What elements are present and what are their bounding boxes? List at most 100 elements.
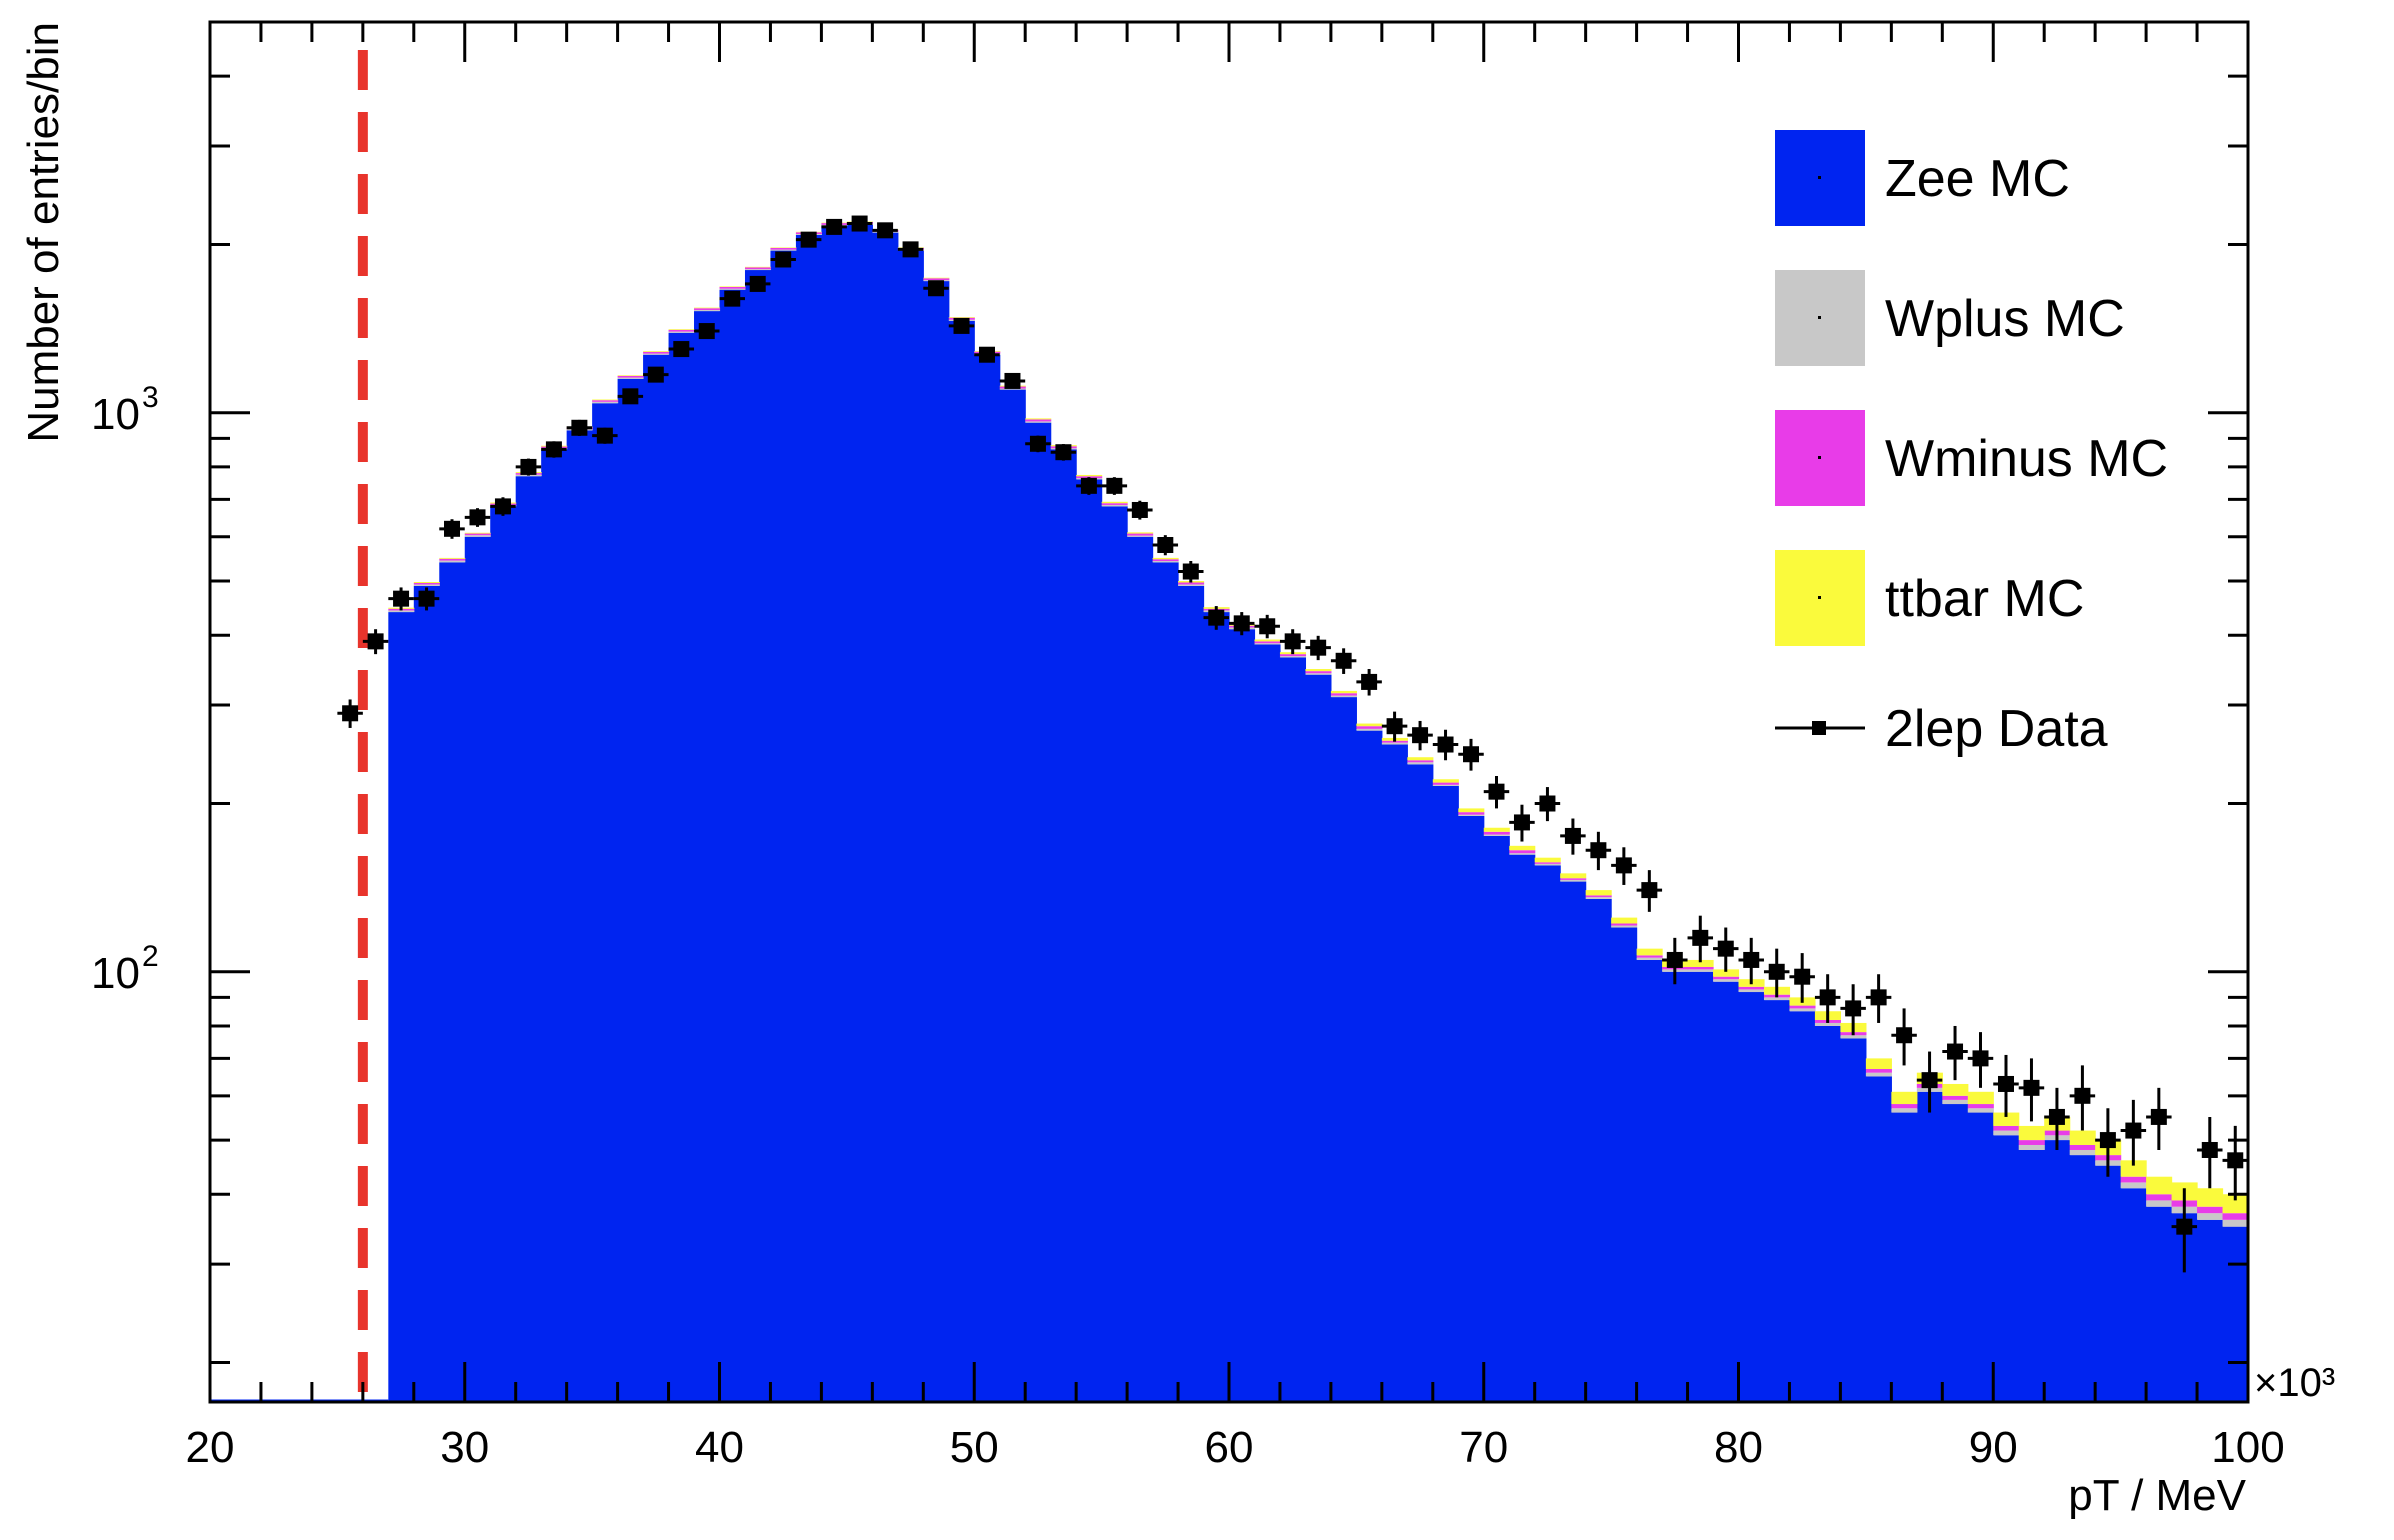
histogram-bar bbox=[846, 224, 873, 1402]
legend-entry: Zee MC bbox=[1775, 130, 2070, 226]
histogram-bar bbox=[1967, 1112, 1994, 1402]
data-point bbox=[1432, 729, 1459, 761]
histogram-bar bbox=[2018, 1125, 2045, 1141]
data-point bbox=[795, 231, 822, 248]
histogram-bar bbox=[1050, 449, 1077, 1402]
y-tick-label-exponent: 2 bbox=[142, 940, 159, 973]
data-point bbox=[617, 388, 644, 405]
histogram-bar bbox=[1330, 697, 1357, 1402]
histogram-bar bbox=[1534, 862, 1561, 864]
histogram-bar bbox=[1254, 643, 1281, 645]
histogram-bar bbox=[948, 320, 975, 1402]
histogram-bar bbox=[464, 532, 491, 534]
data-point bbox=[872, 222, 898, 239]
histogram-bar bbox=[1662, 971, 1689, 1402]
histogram-bar bbox=[464, 533, 491, 536]
histogram-bar bbox=[1738, 986, 1765, 990]
histogram-bar bbox=[1356, 726, 1383, 729]
legend-label: Wplus MC bbox=[1885, 290, 2125, 348]
histogram-bar bbox=[1127, 532, 1154, 534]
histogram-bar bbox=[1636, 957, 1663, 960]
data-point bbox=[1483, 775, 1510, 809]
histogram-bar bbox=[643, 353, 670, 355]
data-point bbox=[515, 458, 542, 476]
data-point bbox=[1865, 974, 1892, 1023]
histogram-bar bbox=[1687, 966, 1714, 970]
histogram-bar bbox=[541, 449, 568, 1402]
histogram-bar bbox=[795, 234, 822, 1403]
y-axis-title: Number of entries/bin bbox=[19, 22, 68, 443]
histogram-bar bbox=[1330, 690, 1357, 694]
data-point bbox=[1993, 1054, 2019, 1117]
histogram-bar bbox=[1713, 981, 1740, 1402]
histogram-bar bbox=[923, 277, 950, 279]
histogram-bar bbox=[744, 266, 772, 268]
histogram-bar bbox=[2120, 1188, 2147, 1402]
data-point bbox=[1279, 629, 1306, 655]
histogram-bar bbox=[1611, 923, 1638, 926]
histogram-bar bbox=[2146, 1176, 2173, 1195]
data-point bbox=[1534, 787, 1561, 822]
histogram-bar bbox=[2095, 1165, 2122, 1402]
data-point bbox=[541, 441, 567, 458]
histogram-bar bbox=[1967, 1104, 1994, 1109]
histogram-bar bbox=[744, 269, 772, 271]
histogram-bar bbox=[2222, 1226, 2249, 1402]
data-point bbox=[974, 346, 1000, 363]
x-tick-label: 100 bbox=[2211, 1423, 2284, 1472]
data-point bbox=[999, 372, 1026, 389]
data-point bbox=[1407, 720, 1433, 751]
data-point bbox=[1585, 831, 1612, 871]
histogram-bar bbox=[1560, 879, 1587, 882]
histogram-bar bbox=[744, 270, 772, 1402]
histogram-bar bbox=[1509, 854, 1536, 1402]
data-point bbox=[592, 427, 618, 444]
histogram-bar bbox=[1330, 693, 1357, 696]
histogram-bar bbox=[1101, 501, 1128, 504]
data-point bbox=[923, 280, 949, 297]
histogram-bar bbox=[1101, 503, 1128, 505]
data-point bbox=[1152, 535, 1179, 556]
histogram-bar bbox=[1687, 971, 1714, 1402]
histogram-bar bbox=[643, 351, 670, 352]
legend-swatch-dot bbox=[1818, 456, 1821, 459]
histogram-bar bbox=[770, 250, 797, 1403]
histogram-bar bbox=[1585, 897, 1612, 899]
histogram-bar bbox=[1891, 1091, 1918, 1105]
histogram-bar bbox=[388, 612, 415, 1402]
histogram-bar bbox=[388, 610, 415, 613]
histogram-bar bbox=[490, 506, 517, 1402]
histogram-bar bbox=[1178, 584, 1205, 586]
histogram-bar bbox=[694, 307, 721, 309]
histogram-bar bbox=[1789, 1011, 1816, 1402]
histogram-bar bbox=[1916, 1091, 1943, 1402]
legend: Zee MC Wplus MC Wminus MC ttbar MC 2lep Data bbox=[1775, 130, 2168, 758]
histogram-bar bbox=[1942, 1099, 1969, 1105]
histogram-bar bbox=[1713, 976, 1740, 980]
histogram-bar bbox=[1611, 925, 1638, 928]
histogram-bar bbox=[1738, 992, 1765, 1402]
histogram-bar bbox=[2197, 1188, 2224, 1207]
histogram-bar bbox=[1891, 1104, 1918, 1109]
histogram-bar bbox=[1381, 744, 1408, 1402]
legend-entry: 2lep Data bbox=[1775, 700, 2108, 758]
histogram-bar bbox=[1993, 1130, 2020, 1136]
histogram-bar bbox=[1407, 757, 1434, 761]
x-tick-label: 40 bbox=[695, 1423, 744, 1472]
histogram-bar bbox=[515, 476, 542, 1403]
histogram-bar bbox=[668, 331, 695, 333]
data-point bbox=[1076, 477, 1102, 495]
data-point bbox=[2069, 1065, 2096, 1131]
histogram-bar bbox=[2018, 1149, 2045, 1402]
histogram-bar bbox=[617, 377, 644, 379]
histogram-bar bbox=[1432, 779, 1459, 783]
histogram-bar bbox=[1432, 784, 1459, 786]
histogram-bar bbox=[1101, 506, 1128, 1402]
legend-swatch-dot bbox=[1818, 176, 1821, 179]
histogram-bar bbox=[1381, 740, 1408, 743]
data-point bbox=[694, 323, 720, 340]
histogram-bar bbox=[1407, 760, 1434, 763]
histogram-bar bbox=[1229, 629, 1256, 1402]
data-point bbox=[2095, 1108, 2121, 1177]
